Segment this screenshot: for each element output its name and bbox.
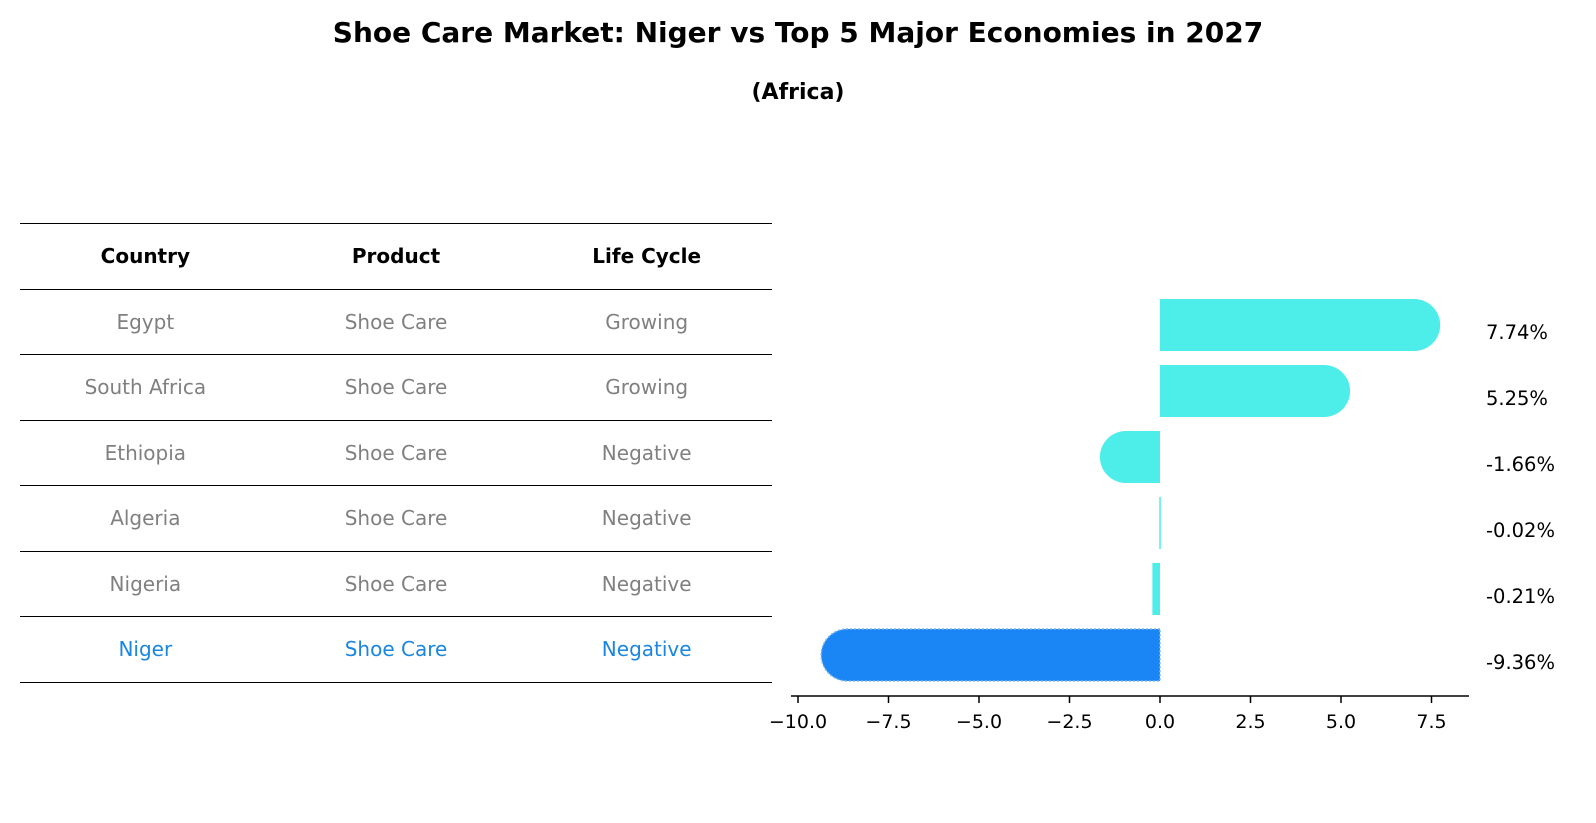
cell-life-cycle: Growing <box>605 375 689 400</box>
bar <box>1159 497 1161 549</box>
table-header-row: Country Product Life Cycle <box>20 224 772 290</box>
bar <box>1160 365 1351 417</box>
cell-country: South Africa <box>84 375 207 400</box>
table-row: Egypt Shoe Care Growing <box>20 290 772 355</box>
table-row: Ethiopia Shoe Care Negative <box>20 421 772 486</box>
cell-product: Shoe Care <box>344 375 448 400</box>
header-country: Country <box>100 244 191 269</box>
cell-country: Algeria <box>110 506 181 531</box>
cell-country: Egypt <box>116 309 175 334</box>
header-product: Product <box>351 244 441 269</box>
bar <box>1152 563 1160 615</box>
bar-value-label: -1.66% <box>1486 453 1555 476</box>
bar <box>1099 431 1160 483</box>
cell-product: Shoe Care <box>344 571 448 596</box>
chart-title: Shoe Care Market: Niger vs Top 5 Major E… <box>332 16 1264 49</box>
bar <box>1160 299 1441 351</box>
cell-country: Ethiopia <box>104 440 187 465</box>
cell-life-cycle: Negative <box>601 440 692 465</box>
x-tick-label: −10.0 <box>769 711 827 733</box>
x-tick-label: 5.0 <box>1326 711 1356 733</box>
bar-highlight <box>820 628 1161 682</box>
x-tick-label: −5.0 <box>956 711 1002 733</box>
country-table: Country Product Life Cycle Egypt Shoe Ca… <box>20 223 772 683</box>
cell-country: Nigeria <box>109 571 182 596</box>
table-row: Nigeria Shoe Care Negative <box>20 552 772 617</box>
cell-life-cycle: Negative <box>601 506 692 531</box>
bar-value-label: -9.36% <box>1486 651 1555 674</box>
chart-subtitle: (Africa) <box>751 80 845 105</box>
cell-product: Shoe Care <box>344 506 448 531</box>
table-row-highlight: Niger Shoe Care Negative <box>20 617 772 683</box>
bar-value-label: 5.25% <box>1486 387 1548 410</box>
bar-value-label: -0.02% <box>1486 519 1555 542</box>
x-tick-label: 7.5 <box>1416 711 1446 733</box>
cell-life-cycle: Negative <box>601 571 692 596</box>
x-tick-label: 0.0 <box>1145 711 1175 733</box>
cell-country: Niger <box>118 637 173 662</box>
bar-value-label: 7.74% <box>1486 321 1548 344</box>
cell-product: Shoe Care <box>344 309 448 334</box>
cell-life-cycle: Negative <box>601 637 692 662</box>
cell-product: Shoe Care <box>344 637 448 662</box>
table-row: South Africa Shoe Care Growing <box>20 355 772 421</box>
table-row: Algeria Shoe Care Negative <box>20 486 772 552</box>
cell-life-cycle: Growing <box>605 309 689 334</box>
bar-value-label: -0.21% <box>1486 585 1555 608</box>
header-life-cycle: Life Cycle <box>592 244 702 269</box>
cell-product: Shoe Care <box>344 440 448 465</box>
x-tick-label: −2.5 <box>1046 711 1092 733</box>
x-tick-label: −7.5 <box>865 711 911 733</box>
x-tick-label: 2.5 <box>1235 711 1265 733</box>
